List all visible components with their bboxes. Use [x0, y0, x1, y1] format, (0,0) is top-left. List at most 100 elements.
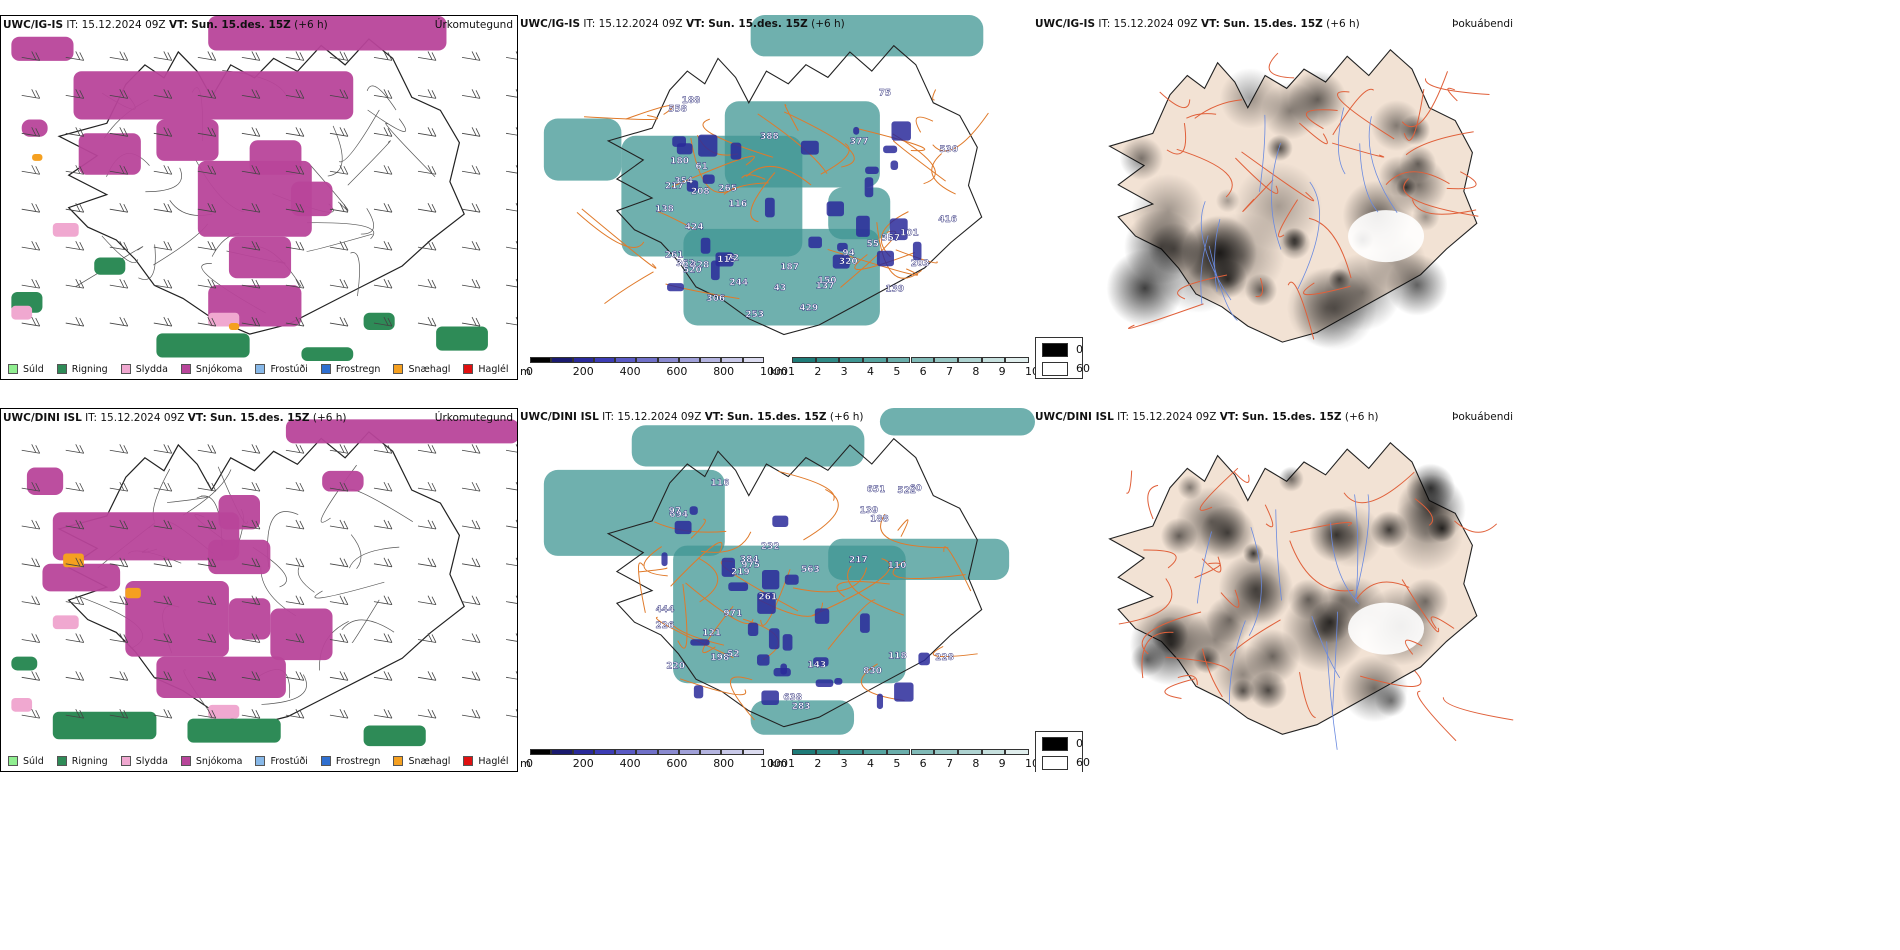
fog-legend: 0 60: [1035, 337, 1090, 379]
road-line: [1299, 672, 1316, 719]
road-line: [1164, 678, 1196, 699]
legend-swatch: [255, 756, 266, 766]
road-line: [145, 167, 182, 193]
colorbar-swatch: [700, 749, 722, 755]
road-line: [1442, 697, 1514, 721]
wind-barb: [241, 203, 261, 213]
low-visibility-area: [828, 538, 1010, 580]
road-line: [1128, 303, 1204, 330]
road-line: [915, 116, 934, 133]
colorbar-tick-label: 6: [919, 365, 927, 378]
colorbar-tick-label: 1000: [760, 757, 788, 770]
colorbar-swatch: [572, 357, 594, 363]
wind-barb: [373, 165, 393, 175]
colorbar-unit: m: [520, 365, 531, 378]
road-line: [847, 565, 905, 616]
river-line: [1311, 615, 1341, 679]
precip-type-map: [11, 419, 517, 747]
colorbar-swatch: [863, 357, 887, 363]
wind-barb: [21, 633, 41, 643]
colorbar-tick-label: 3: [840, 757, 848, 770]
ceiling-value-label: 320: [839, 257, 858, 267]
colorbar-swatch: [593, 357, 616, 363]
wind-barb: [153, 481, 173, 492]
glacier-area: [1348, 210, 1425, 263]
road-line: [1414, 498, 1434, 526]
colorbar-swatch: [886, 357, 911, 363]
ceiling-value-label: 694: [669, 510, 688, 520]
legend-label: Snæhagl: [408, 755, 451, 767]
low-ceiling-area: [876, 693, 884, 710]
low-ceiling-area: [690, 639, 710, 646]
colorbar-unit: km: [770, 757, 788, 770]
low-ceiling-area: [661, 552, 668, 567]
low-ceiling-area: [689, 506, 698, 515]
river-line: [1337, 107, 1346, 175]
road-line: [1356, 581, 1410, 600]
colorbar-tick-label: 9: [998, 757, 1006, 770]
wind-barb: [241, 633, 261, 643]
road-line: [697, 557, 719, 603]
legend-swatch: [255, 364, 266, 374]
low-ceiling-area: [686, 180, 699, 192]
wind-barb: [21, 519, 41, 530]
legend-item: Haglél: [463, 363, 509, 375]
colorbar-swatch: [530, 357, 552, 363]
snow-area: [228, 236, 292, 279]
ceiling-value-label: 522: [897, 486, 916, 496]
ceiling-value-label: 137: [816, 282, 835, 292]
fog-index-shade: [1261, 82, 1320, 140]
ceiling-value-label: 971: [723, 609, 742, 619]
low-ceiling-area: [889, 218, 908, 241]
wind-barb: [461, 240, 481, 251]
wind-barb: [21, 89, 41, 99]
wind-barb: [373, 708, 393, 719]
colorbar-tick-label: 2: [814, 757, 822, 770]
low-ceiling-area: [814, 608, 830, 624]
ceiling-value-label: 558: [668, 104, 687, 114]
colorbar-tick-label: 8: [972, 757, 980, 770]
fog-index-shade: [1218, 551, 1294, 627]
legend-label: Haglél: [478, 363, 509, 375]
wind-barb: [241, 519, 261, 530]
road-line: [690, 518, 706, 539]
road-line: [669, 621, 725, 646]
colorbar-swatch: [934, 749, 958, 755]
wind-barb: [329, 127, 349, 137]
visibility-colorbar: km1 2 3 4 5 6 7 8 9 10: [770, 749, 1035, 771]
fog-legend-label: 0: [1076, 343, 1083, 356]
snow-pellet-area: [125, 587, 141, 599]
snow-area: [156, 119, 219, 161]
colorbar-swatch: [700, 357, 722, 363]
low-ceiling-area: [730, 142, 742, 160]
wind-barb: [65, 51, 85, 61]
fog-index-shade: [1185, 609, 1246, 670]
legend-label: Frostregn: [335, 755, 381, 767]
low-ceiling-area: [782, 634, 793, 651]
wind-barb: [197, 633, 217, 643]
colorbar-swatch: [1005, 749, 1029, 755]
fog-legend: 0 60: [1035, 731, 1090, 772]
legend-item: Frostúði: [255, 756, 308, 767]
wind-barb: [417, 89, 437, 99]
road-line: [1264, 504, 1274, 528]
ceiling-value-label: 217: [665, 181, 684, 191]
wind-barb: [417, 203, 437, 213]
wind-barb: [109, 519, 129, 530]
low-ceiling-area: [815, 679, 834, 687]
legend-swatch: [8, 364, 18, 374]
colorbar-tick-label: 1: [788, 757, 795, 770]
road-line: [1165, 656, 1230, 672]
wind-barb: [197, 557, 217, 568]
colorbar-unit: km: [770, 365, 788, 378]
wind-barb: [197, 89, 217, 99]
ceiling-value-label: 220: [666, 662, 685, 672]
precip-panel-top: UWC/IG-IS IT: 15.12.2024 09Z VT: Sun. 15…: [0, 15, 518, 380]
wind-barb: [197, 444, 217, 454]
wind-barb: [109, 240, 129, 251]
wind-barb: [197, 278, 217, 289]
wind-barb: [153, 127, 173, 137]
ceiling-value-label: 520: [683, 266, 702, 276]
colorbar-swatch: [910, 357, 935, 363]
road-line: [1242, 179, 1274, 212]
